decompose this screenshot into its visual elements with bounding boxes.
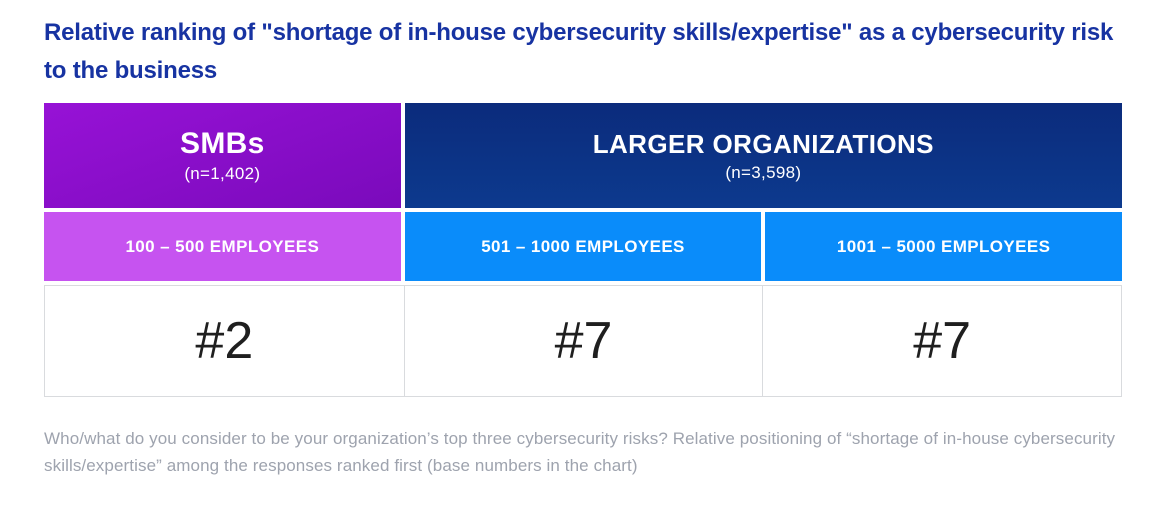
group-header-smbs: SMBs (n=1,402) xyxy=(44,103,401,208)
column-header-501-1000-employees: 501 – 1000 EMPLOYEES xyxy=(404,212,762,281)
figure-title: Relative ranking of "shortage of in-hous… xyxy=(44,19,1114,84)
rank-value-smbs: #2 xyxy=(45,286,404,396)
group-header-smbs-label: SMBs xyxy=(180,127,265,160)
group-header-larger-orgs-label: LARGER ORGANIZATIONS xyxy=(592,128,934,159)
rank-value-501-1000: #7 xyxy=(403,286,763,396)
ranking-table: SMBs (n=1,402) LARGER ORGANIZATIONS (n=3… xyxy=(44,103,1122,397)
figure-footnote: Who/what do you consider to be your orga… xyxy=(44,429,1116,475)
rank-values-row: #2 #7 #7 xyxy=(44,285,1122,397)
group-header-larger-orgs: LARGER ORGANIZATIONS (n=3,598) xyxy=(404,103,1122,208)
column-header-1001-5000-employees: 1001 – 5000 EMPLOYEES xyxy=(765,212,1122,281)
rank-value-1001-5000: #7 xyxy=(762,286,1121,396)
column-header-100-500-employees: 100 – 500 EMPLOYEES xyxy=(44,212,401,281)
group-header-larger-orgs-sample-size: (n=3,598) xyxy=(725,162,802,182)
group-header-smbs-sample-size: (n=1,402) xyxy=(184,164,261,183)
